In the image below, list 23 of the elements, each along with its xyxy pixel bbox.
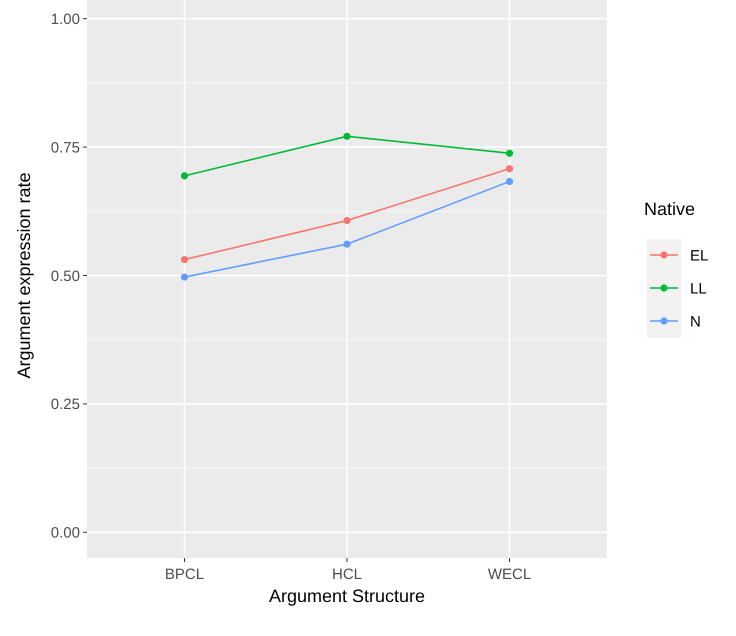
point — [180, 256, 188, 264]
legend-title: Native — [644, 199, 696, 219]
y-tick-label: 0.75 — [50, 139, 80, 156]
point — [180, 273, 188, 281]
y-axis-title: Argument expression rate — [14, 172, 34, 379]
point — [506, 178, 514, 186]
point — [180, 172, 188, 180]
y-tick-label: 0.25 — [50, 396, 80, 414]
x-tick-label: HCL — [332, 566, 362, 583]
point — [343, 216, 351, 224]
legend-label: EL — [690, 247, 708, 264]
point — [343, 240, 351, 248]
point — [506, 165, 514, 172]
x-axis-title: Argument Structure — [268, 586, 426, 606]
point — [343, 132, 351, 140]
y-tick-label: 0.50 — [50, 268, 80, 285]
legend-label: LL — [690, 280, 707, 298]
y-tick-label: 1.00 — [50, 10, 80, 28]
point — [506, 150, 514, 157]
x-tick-label: BPCL — [164, 566, 204, 583]
y-tick-label: 0.00 — [50, 524, 80, 542]
legend-label: N — [690, 313, 701, 330]
x-tick-label: WECL — [488, 566, 532, 583]
